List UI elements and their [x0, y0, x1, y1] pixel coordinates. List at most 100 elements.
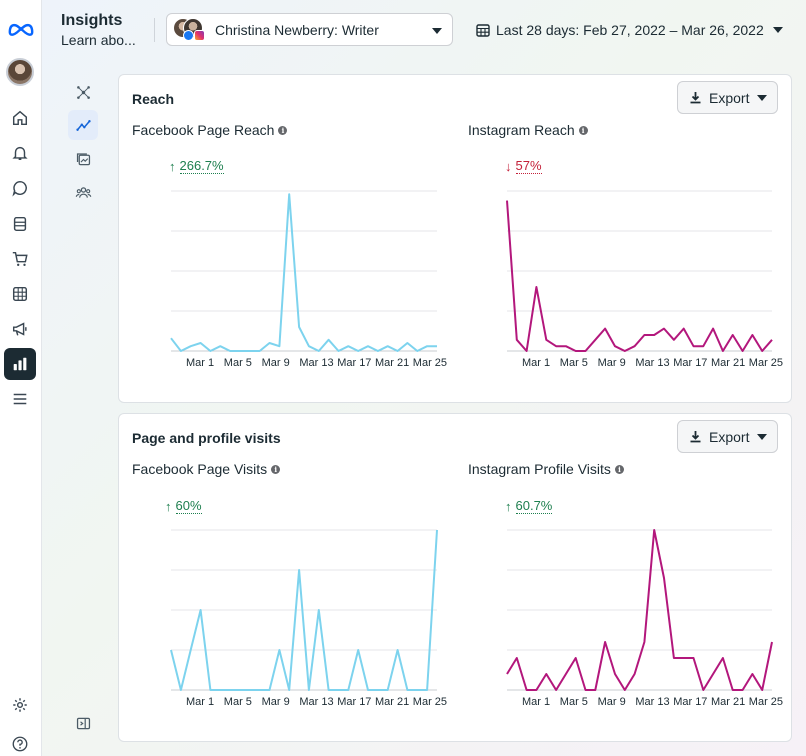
chevron-down-icon: [432, 28, 442, 34]
content-icon[interactable]: [68, 144, 98, 174]
megaphone-icon[interactable]: [8, 317, 32, 341]
facebook-reach-chart: Mar 1 Mar 5 Mar 9 Mar 13 Mar 17 Mar 21 Mar 25: [170, 190, 447, 369]
x-tick-label: Mar 21: [711, 357, 745, 369]
settings-icon[interactable]: [8, 693, 32, 717]
x-tick-label: Mar 5: [224, 357, 252, 369]
chevron-down-icon: [772, 27, 783, 33]
chevron-down-icon: [757, 95, 767, 101]
download-icon: [690, 431, 701, 443]
facebook-visits-chart: Mar 1 Mar 5 Mar 9 Mar 13 Mar 17 Mar 21 Mar 25: [170, 529, 447, 708]
chevron-down-icon: [757, 434, 767, 440]
reach-card: Reach Export Facebook Page Reach i ↑ 266.7…: [118, 74, 792, 403]
x-tick-label: Mar 13: [299, 357, 333, 369]
help-icon[interactable]: [8, 732, 32, 756]
delta-indicator: ↑ 60%: [165, 499, 202, 514]
x-tick-label: Mar 5: [560, 357, 588, 369]
x-tick-label: Mar 13: [635, 357, 669, 369]
avatar[interactable]: [6, 58, 34, 86]
account-label: Christina Newberry: Writer: [215, 21, 379, 38]
audience-icon[interactable]: [68, 177, 98, 207]
facebook-icon: [183, 29, 194, 41]
bell-icon[interactable]: [8, 141, 32, 165]
export-button[interactable]: Export: [677, 81, 778, 114]
table-icon[interactable]: [8, 282, 32, 306]
metric-name: Instagram Reach: [468, 122, 575, 138]
account-avatars: [173, 17, 205, 42]
x-tick-label: Mar 1: [522, 696, 550, 708]
metric-label: Facebook Page Reach i: [132, 122, 288, 138]
info-icon[interactable]: i: [278, 125, 288, 135]
insights-icon[interactable]: [4, 348, 36, 380]
learn-more-link[interactable]: Learn abo...: [61, 32, 136, 48]
delta-indicator: ↑ 60.7%: [505, 498, 553, 514]
instagram-visits-chart: Mar 1 Mar 5 Mar 9 Mar 13 Mar 17 Mar 21 Mar 25: [506, 529, 783, 708]
series-line[interactable]: [170, 529, 438, 691]
network-icon[interactable]: [68, 77, 98, 107]
metric-name: Facebook Page Reach: [132, 122, 275, 138]
x-tick-label: Mar 1: [522, 357, 550, 369]
x-tick-label: Mar 21: [375, 696, 409, 708]
calendar-icon: [476, 24, 490, 37]
date-range-label: Last 28 days: Feb 27, 2022 – Mar 26, 202…: [496, 22, 764, 38]
x-tick-label: Mar 13: [299, 696, 333, 708]
info-icon[interactable]: i: [578, 125, 588, 135]
visits-card: Page and profile visits Export Facebook …: [118, 413, 792, 742]
x-tick-label: Mar 25: [749, 696, 783, 708]
download-icon: [690, 92, 701, 104]
meta-logo-icon[interactable]: [6, 16, 36, 40]
info-icon[interactable]: i: [271, 464, 281, 474]
instagram-reach-chart: Mar 1 Mar 5 Mar 9 Mar 13 Mar 17 Mar 21 Mar 25: [506, 190, 783, 369]
arrow-up-icon: ↑: [165, 499, 172, 514]
series-line[interactable]: [170, 193, 437, 352]
delta-value[interactable]: 57%: [515, 158, 542, 174]
arrow-down-icon: ↓: [505, 159, 512, 174]
left-rail: [0, 0, 42, 756]
card-title: Page and profile visits: [132, 430, 281, 446]
x-tick-label: Mar 25: [413, 696, 447, 708]
arrow-up-icon: ↑: [169, 159, 176, 174]
x-tick-label: Mar 9: [262, 357, 290, 369]
metric-label: Facebook Page Visits i: [132, 461, 281, 477]
menu-icon[interactable]: [8, 387, 32, 411]
trend-icon[interactable]: [68, 110, 98, 140]
series-line[interactable]: [506, 200, 773, 352]
delta-value[interactable]: 60.7%: [515, 498, 553, 514]
delta-indicator: ↓ 57%: [505, 159, 542, 174]
x-tick-label: Mar 21: [711, 696, 745, 708]
x-tick-label: Mar 5: [560, 696, 588, 708]
export-label: Export: [709, 89, 750, 106]
delta-indicator: ↑ 266.7%: [169, 159, 224, 174]
header-divider: [154, 18, 155, 42]
page-title: Insights: [61, 12, 123, 29]
delta-value[interactable]: 266.7%: [179, 158, 224, 174]
x-tick-label: Mar 25: [413, 357, 447, 369]
series-line[interactable]: [506, 529, 773, 691]
instagram-icon: [194, 29, 205, 41]
card-title: Reach: [132, 91, 175, 107]
arrow-up-icon: ↑: [505, 499, 512, 514]
x-tick-label: Mar 9: [262, 696, 290, 708]
x-tick-label: Mar 25: [749, 357, 783, 369]
metric-name: Instagram Profile Visits: [468, 461, 611, 477]
date-range-selector[interactable]: Last 28 days: Feb 27, 2022 – Mar 26, 202…: [476, 20, 783, 40]
collapse-panel-icon[interactable]: [68, 708, 98, 738]
x-tick-label: Mar 21: [375, 357, 409, 369]
export-button[interactable]: Export: [677, 420, 778, 453]
x-tick-label: Mar 17: [337, 696, 371, 708]
home-icon[interactable]: [8, 106, 32, 130]
x-tick-label: Mar 17: [673, 357, 707, 369]
pages-icon[interactable]: [8, 212, 32, 236]
chat-icon[interactable]: [8, 176, 32, 200]
x-tick-label: Mar 9: [598, 696, 626, 708]
x-tick-label: Mar 1: [186, 696, 214, 708]
account-selector[interactable]: Christina Newberry: Writer: [166, 13, 453, 46]
x-tick-label: Mar 13: [635, 696, 669, 708]
cart-icon[interactable]: [8, 247, 32, 271]
metric-label: Instagram Reach i: [468, 122, 588, 138]
metric-label: Instagram Profile Visits i: [468, 461, 624, 477]
info-icon[interactable]: i: [614, 464, 624, 474]
x-tick-label: Mar 5: [224, 696, 252, 708]
x-tick-label: Mar 17: [337, 357, 371, 369]
x-tick-label: Mar 17: [673, 696, 707, 708]
delta-value[interactable]: 60%: [175, 498, 202, 514]
